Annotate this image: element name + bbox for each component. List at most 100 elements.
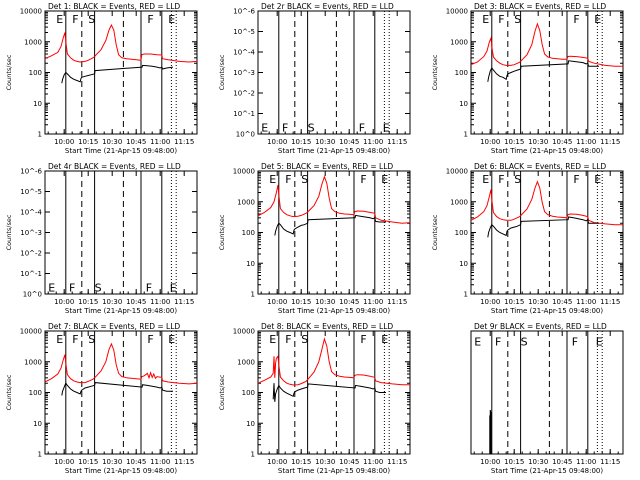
period-label: E <box>381 173 388 186</box>
x-tick-label: 10:15 <box>78 458 98 466</box>
x-tick-label: 11:00 <box>363 458 383 466</box>
period-label: F <box>573 13 579 26</box>
panel-title: Det 5: BLACK = Events, RED = LLD <box>261 162 393 171</box>
x-tick-label: 10:45 <box>339 298 359 306</box>
x-tick-label: 11:15 <box>387 458 407 466</box>
panel-det8: Det 8: BLACK = Events, RED = LLD 1 10 100 10… <box>218 322 411 475</box>
period-label: E <box>269 173 276 186</box>
x-tick-label: 11:15 <box>387 138 407 146</box>
y-tick-label: 1 <box>464 131 468 139</box>
y-tick-label: 10000 <box>233 168 255 176</box>
panel-det1: Det 1: BLACK = Events, RED = LLD 1 10 100 10… <box>5 2 198 155</box>
x-tick-label: 11:15 <box>600 138 620 146</box>
y-tick-label: 1 <box>38 131 42 139</box>
y-tick-label: 10^-4 <box>233 49 255 57</box>
x-tick-label: 10:00 <box>267 298 287 306</box>
x-tick-label: 10:45 <box>552 298 572 306</box>
period-label: E <box>168 333 175 346</box>
series-lld <box>258 175 410 224</box>
y-tick-label: 100 <box>242 229 255 237</box>
x-axis-label: Start Time (21-Apr-15 09:48:00) <box>491 147 603 155</box>
x-tick-label: 10:30 <box>528 298 548 306</box>
y-tick-label: 100 <box>242 389 255 397</box>
period-label: E <box>261 121 268 134</box>
period-label: F <box>72 13 78 26</box>
x-tick-label: 10:30 <box>102 138 122 146</box>
x-axis-label: Start Time (21-Apr-15 09:48:00) <box>65 307 177 315</box>
panel-title: Det 2r BLACK = Events, RED = LLD <box>261 2 394 11</box>
y-tick-label: 1000 <box>24 38 42 46</box>
y-tick-label: 10^-1 <box>233 110 255 118</box>
panel-title: Det 6: BLACK = Events, RED = LLD <box>474 162 606 171</box>
panel-det7: Det 7: BLACK = Events, RED = LLD 1 10 100 10… <box>5 322 198 475</box>
period-label: F <box>282 121 288 134</box>
y-tick-label: 10000 <box>446 8 468 16</box>
period-label: F <box>495 336 501 349</box>
period-label: F <box>72 333 78 346</box>
x-tick-label: 10:15 <box>504 458 524 466</box>
y-axis-label: Counts/sec <box>431 54 439 90</box>
y-tick-label: 1 <box>464 291 468 299</box>
x-tick-label: 10:15 <box>504 298 524 306</box>
x-tick-label: 10:15 <box>78 298 98 306</box>
x-tick-label: 11:00 <box>576 138 596 146</box>
period-label: F <box>498 173 504 186</box>
x-tick-label: 10:30 <box>315 298 335 306</box>
x-axis-label: Start Time (21-Apr-15 09:48:00) <box>278 307 390 315</box>
y-axis-label: Counts/sec <box>218 374 226 410</box>
period-label: E <box>269 333 276 346</box>
period-label: F <box>147 13 153 26</box>
panel-det9: Det 9r BLACK = Events, RED = LLD 10:00 10:… <box>470 322 624 475</box>
series-events <box>487 216 599 238</box>
x-tick-label: 10:30 <box>528 138 548 146</box>
y-tick-label: 10 <box>33 420 42 428</box>
x-tick-label: 11:00 <box>576 458 596 466</box>
x-tick-label: 10:15 <box>504 138 524 146</box>
panel-det5: Det 5: BLACK = Events, RED = LLD 1 10 100 10… <box>218 162 411 315</box>
x-tick-label: 10:15 <box>78 138 98 146</box>
period-label: E <box>381 333 388 346</box>
period-label: F <box>360 333 366 346</box>
period-label: S <box>95 281 102 294</box>
y-tick-label: 10^-2 <box>20 250 42 258</box>
series-lld <box>258 337 410 386</box>
period-label: E <box>56 333 63 346</box>
x-tick-label: 10:15 <box>291 298 311 306</box>
y-tick-label: 1 <box>38 451 42 459</box>
period-label: E <box>594 13 601 26</box>
x-tick-label: 10:00 <box>480 458 500 466</box>
period-label: F <box>147 333 153 346</box>
count-bar <box>490 411 492 454</box>
y-tick-label: 10^0 <box>23 291 42 299</box>
panel-title: Det 3: BLACK = Events, RED = LLD <box>474 2 606 11</box>
period-label: S <box>301 173 308 186</box>
period-label: F <box>285 333 291 346</box>
period-label: S <box>514 13 521 26</box>
y-tick-label: 10000 <box>446 168 468 176</box>
x-tick-label: 10:15 <box>291 458 311 466</box>
period-label: F <box>146 281 152 294</box>
period-label: S <box>521 336 528 349</box>
period-label: F <box>572 336 578 349</box>
x-tick-label: 10:30 <box>528 458 548 466</box>
period-label: E <box>474 336 481 349</box>
x-tick-label: 10:45 <box>126 138 146 146</box>
series-lld <box>471 22 623 67</box>
y-tick-label: 10^-3 <box>233 69 255 77</box>
series-lld <box>471 180 623 226</box>
period-label: S <box>308 121 315 134</box>
y-tick-label: 100 <box>29 69 42 77</box>
panel-title: Det 7: BLACK = Events, RED = LLD <box>48 322 180 331</box>
period-label: E <box>482 173 489 186</box>
plot-frame <box>470 330 624 455</box>
y-tick-label: 100 <box>455 229 468 237</box>
period-label: E <box>170 281 177 294</box>
panel-det6: Det 6: BLACK = Events, RED = LLD 1 10 100 10… <box>431 162 624 315</box>
x-tick-label: 11:00 <box>150 458 170 466</box>
x-tick-label: 11:15 <box>387 298 407 306</box>
panel-title: Det 9r BLACK = Events, RED = LLD <box>474 322 607 331</box>
y-axis-label: Counts/sec <box>218 214 226 250</box>
x-tick-label: 10:00 <box>480 138 500 146</box>
period-label: F <box>359 121 365 134</box>
x-tick-label: 10:15 <box>291 138 311 146</box>
